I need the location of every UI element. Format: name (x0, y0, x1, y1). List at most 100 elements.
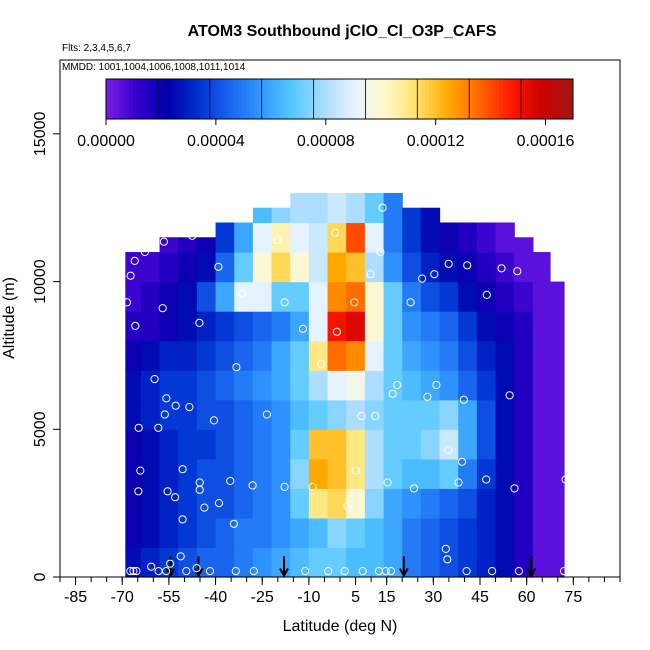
colorbar-segment (460, 79, 465, 119)
colorbar-segment (320, 79, 325, 119)
heatmap-cell (383, 311, 403, 342)
heatmap-cell (290, 429, 310, 460)
heatmap-cell (252, 281, 273, 312)
sample-point (371, 411, 380, 421)
heatmap-cell (458, 547, 478, 578)
sample-point (195, 318, 204, 327)
heatmap-cell (364, 281, 385, 312)
heatmap-cell (215, 458, 235, 489)
heatmap-cell (346, 429, 366, 460)
colorbar-segment (343, 79, 348, 119)
x-axis-label: Latitude (deg N) (283, 618, 398, 635)
heatmap-cell (196, 252, 217, 283)
colorbar-segment (479, 79, 484, 119)
heatmap-cell (178, 370, 198, 401)
heatmap-cell (252, 222, 273, 253)
heatmap-cell (234, 429, 254, 460)
heatmap-cell (327, 517, 347, 549)
heatmap-cell (159, 488, 179, 519)
sample-point (163, 487, 172, 496)
colorbar-segment (125, 79, 130, 119)
colorbar-segment (467, 79, 473, 119)
colorbar-segment (541, 79, 547, 119)
heatmap-cell (327, 252, 347, 283)
heatmap-cell (252, 370, 273, 401)
sample-point (214, 499, 224, 508)
colorbar-segment (495, 79, 500, 119)
heatmap-cell (178, 311, 198, 342)
sample-point (340, 567, 349, 576)
sample-point (561, 475, 570, 484)
sample-point (301, 567, 310, 576)
heatmap-cell (439, 281, 459, 312)
colorbar-segment (339, 79, 344, 119)
heatmap-cell (364, 429, 385, 460)
colorbar-frame (105, 78, 574, 120)
sample-point (497, 264, 506, 273)
heatmap-cell (495, 340, 515, 371)
heatmap-cell (550, 340, 565, 371)
colorbar-segment (534, 79, 539, 119)
heatmap-cell (215, 429, 235, 460)
heatmap-cell (178, 429, 198, 460)
heatmap-cell (364, 311, 385, 342)
sample-point (482, 290, 491, 299)
heatmap-cell (290, 370, 310, 401)
colorbar-segment (561, 79, 566, 119)
heatmap-cell (420, 458, 441, 489)
heatmap-cell (327, 222, 347, 253)
heatmap-cell (178, 517, 198, 549)
heatmap-cell (532, 488, 551, 519)
heatmap-cell (402, 222, 422, 253)
sample-point (188, 231, 197, 240)
sample-point (459, 395, 468, 404)
heatmap-cell (271, 207, 291, 224)
heatmap-cell (532, 547, 551, 578)
colorbar-segment (113, 79, 119, 119)
sample-point (214, 262, 223, 271)
x-tick-label: 45 (471, 589, 489, 606)
heatmap-cell (271, 429, 291, 460)
heatmap-cell (125, 488, 142, 519)
heatmap-cell (234, 517, 254, 549)
heatmap-cell (271, 488, 291, 519)
heatmap-cell (234, 222, 254, 253)
heatmap-cell (383, 547, 403, 578)
heatmap-cell (271, 517, 291, 549)
heatmap-cell (346, 340, 366, 371)
colorbar-segment (269, 79, 274, 119)
sample-point (226, 476, 235, 486)
colorbar-segment (374, 79, 379, 119)
x-tick-label: -55 (157, 589, 180, 606)
y-tick-label: 10000 (32, 259, 49, 304)
heatmap-cell (458, 517, 478, 549)
colorbar-segment (261, 79, 267, 119)
heatmap-cell (140, 311, 161, 342)
flights-note: Flts: 2,3,4,5,6,7 (62, 43, 131, 54)
sample-point (185, 403, 194, 412)
colorbar-segment (351, 79, 356, 119)
heatmap-cell (271, 399, 291, 430)
heatmap-cell (495, 281, 515, 312)
heatmap-cell (290, 252, 310, 283)
heatmap-cell (271, 311, 291, 342)
colorbar-tick-label: 0.00008 (297, 133, 355, 150)
colorbar-segment (483, 79, 488, 119)
heatmap-cell (252, 488, 273, 519)
heatmap-cell (327, 458, 347, 489)
x-tick-label: -85 (64, 589, 87, 606)
heatmap-cell (215, 252, 235, 283)
colorbar-segment (172, 79, 177, 119)
heatmap-cell (308, 399, 329, 430)
heatmap-cell (514, 311, 534, 342)
colorbar-segment (530, 79, 535, 119)
sample-point (366, 270, 375, 279)
colorbar-segment (448, 79, 453, 119)
heatmap-cell (514, 252, 534, 283)
colorbar-segment (537, 79, 543, 119)
heatmap-cell (420, 281, 441, 312)
heatmap-cell (458, 458, 478, 489)
sample-point (126, 567, 135, 576)
colorbar-segment (265, 79, 270, 119)
